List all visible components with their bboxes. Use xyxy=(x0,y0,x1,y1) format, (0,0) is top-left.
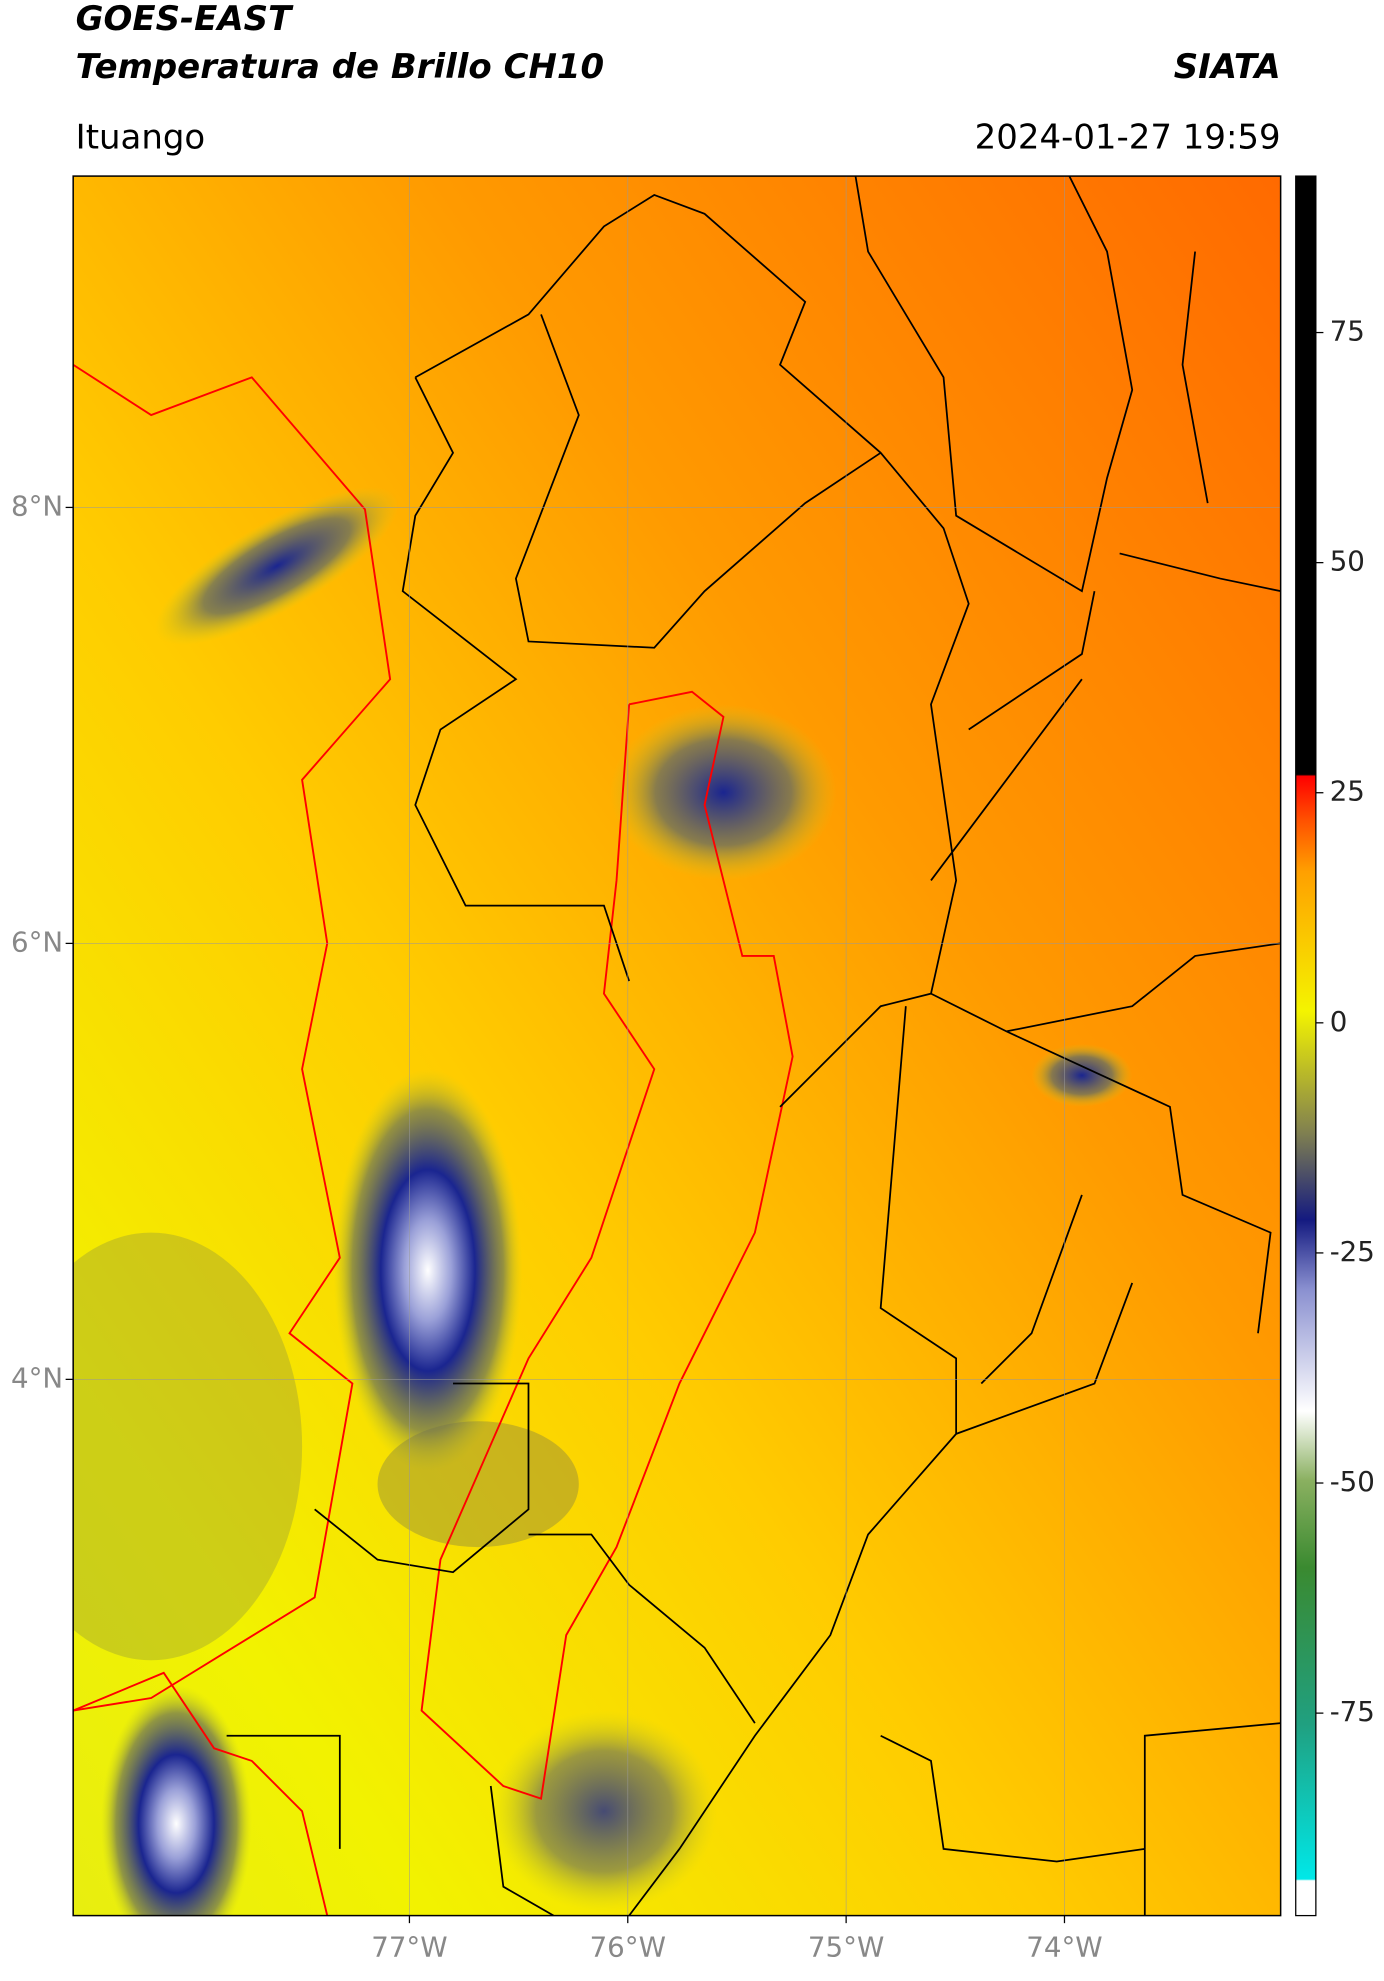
colorbar-tick-label: 75 xyxy=(1330,315,1365,348)
datetime: 2024-01-27 19:59 xyxy=(975,117,1281,157)
y-tick-label: 6°N xyxy=(11,925,63,958)
x-tick-label: 77°W xyxy=(371,1930,447,1963)
colorbar-tick-label: 50 xyxy=(1330,545,1365,578)
colorbar-tick-label: -25 xyxy=(1330,1235,1375,1268)
colorbar-tick-label: -75 xyxy=(1330,1695,1375,1728)
map-image xyxy=(73,176,1281,1916)
colorbar-tick-label: 25 xyxy=(1330,775,1365,808)
map-frame xyxy=(72,175,1282,1917)
x-tick-label: 76°W xyxy=(590,1930,666,1963)
subtitle: Temperatura de Brillo CH10 xyxy=(76,47,604,87)
colorbar-tick-label: 0 xyxy=(1330,1005,1348,1038)
source: SIATA xyxy=(1174,47,1281,87)
location: Ituango xyxy=(76,117,206,157)
x-tick-label: 75°W xyxy=(808,1930,884,1963)
grid xyxy=(73,176,1281,1916)
x-tick-label: 74°W xyxy=(1026,1930,1102,1963)
colorbar xyxy=(1295,175,1317,1917)
y-tick-label: 8°N xyxy=(11,489,63,522)
title: GOES-EAST xyxy=(76,0,294,39)
y-tick-label: 4°N xyxy=(11,1361,63,1394)
colorbar-tick-label: -50 xyxy=(1330,1465,1375,1498)
